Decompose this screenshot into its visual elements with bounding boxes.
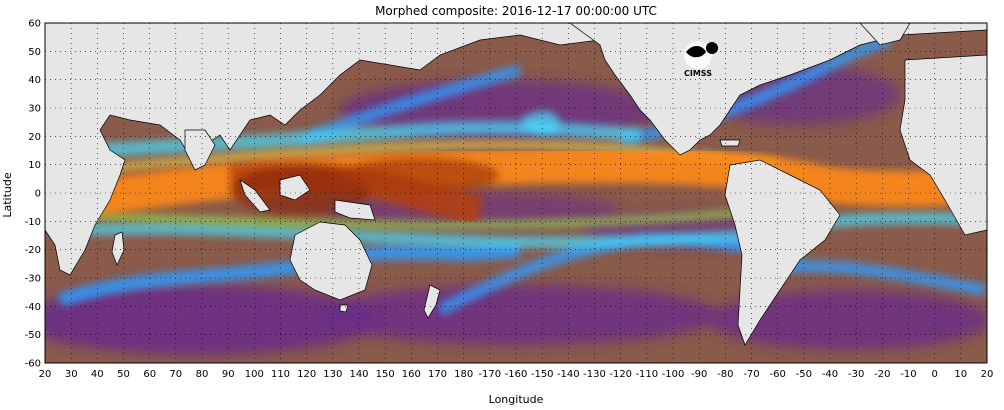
y-tick-label: 30: [28, 104, 41, 115]
x-tick-label: 30: [65, 369, 78, 380]
tasmania-land: [339, 304, 349, 313]
plot-area: [45, 23, 987, 363]
x-tick-label: 180: [454, 369, 473, 380]
x-axis-label: Longitude: [489, 393, 544, 406]
y-tick-label: 60: [28, 19, 41, 30]
x-tick-label: 20: [39, 369, 52, 380]
y-tick-label: 40: [28, 75, 41, 86]
x-tick-label: 20: [981, 369, 994, 380]
y-tick-label: -50: [25, 330, 41, 341]
x-tick-label: 140: [349, 369, 368, 380]
north-america-land: [569, 23, 987, 156]
caribbean-land: [719, 139, 741, 147]
x-tick-label: 130: [323, 369, 342, 380]
eurasia-land: [45, 23, 641, 276]
x-tick-label: -100: [662, 369, 685, 380]
y-tick-label: 10: [28, 160, 41, 171]
x-tick-label: -60: [770, 369, 786, 380]
sumatra-land: [239, 179, 271, 213]
x-tick-label: -170: [478, 369, 501, 380]
new-zealand-land: [423, 284, 441, 319]
x-tick-label: 80: [196, 369, 209, 380]
map-title: Morphed composite: 2016-12-17 00:00:00 U…: [375, 4, 657, 18]
australia-land: [289, 221, 373, 301]
land-masses: [45, 23, 987, 346]
y-tick-label: -40: [25, 302, 41, 313]
x-tick-label: 170: [428, 369, 447, 380]
x-tick-label: -30: [848, 369, 864, 380]
x-tick-label: -130: [583, 369, 606, 380]
x-tick-label: -80: [717, 369, 733, 380]
x-tick-label: -120: [609, 369, 632, 380]
x-tick-label: 60: [143, 369, 156, 380]
x-tick-label: 100: [245, 369, 264, 380]
x-tick-label: 50: [117, 369, 130, 380]
y-tick-label: 50: [28, 47, 41, 58]
x-tick-label: -10: [900, 369, 916, 380]
x-tick-label: -70: [743, 369, 759, 380]
x-tick-label: -20: [874, 369, 890, 380]
x-tick-label: -160: [505, 369, 528, 380]
plot-frame: [44, 22, 988, 364]
x-tick-labels: 20 30 40 50 60 70 80 90 100 110 120 130 140 150 160 170…: [39, 369, 994, 380]
x-tick-label: -110: [635, 369, 658, 380]
x-tick-label: 70: [169, 369, 182, 380]
y-tick-label: -30: [25, 274, 41, 285]
y-tick-labels: 60 50 40 30 20 10 0 -10 -20 -30 -40 -50 -60: [25, 19, 41, 370]
cimss-logo-icon: CIMSS: [684, 41, 718, 78]
x-tick-label: 90: [222, 369, 235, 380]
x-tick-label: -150: [531, 369, 554, 380]
africa-europe-land: [899, 54, 987, 236]
x-tick-label: 160: [402, 369, 421, 380]
borneo-land: [279, 174, 311, 201]
x-tick-label: -140: [557, 369, 580, 380]
y-tick-label: 0: [35, 189, 41, 200]
y-tick-label: 20: [28, 132, 41, 143]
x-tick-label: 10: [954, 369, 967, 380]
logo-text: CIMSS: [684, 69, 712, 78]
y-tick-label: -20: [25, 245, 41, 256]
y-tick-label: -10: [25, 217, 41, 228]
y-tick-label: -60: [25, 359, 41, 370]
x-tick-label: -40: [822, 369, 838, 380]
new-guinea-land: [334, 199, 376, 221]
x-tick-label: -50: [796, 369, 812, 380]
x-tick-label: 150: [376, 369, 395, 380]
x-tick-label: 110: [271, 369, 290, 380]
high-moisture-band: [77, 146, 982, 225]
map-grid: [45, 23, 987, 363]
x-tick-label: 120: [297, 369, 316, 380]
y-axis-label: Latitude: [1, 172, 14, 218]
greenland-land: [859, 23, 911, 46]
x-tick-label: -90: [691, 369, 707, 380]
south-america-land: [724, 159, 841, 346]
x-tick-label: 40: [91, 369, 104, 380]
x-tick-label: 0: [932, 369, 938, 380]
madagascar-land: [111, 231, 125, 266]
